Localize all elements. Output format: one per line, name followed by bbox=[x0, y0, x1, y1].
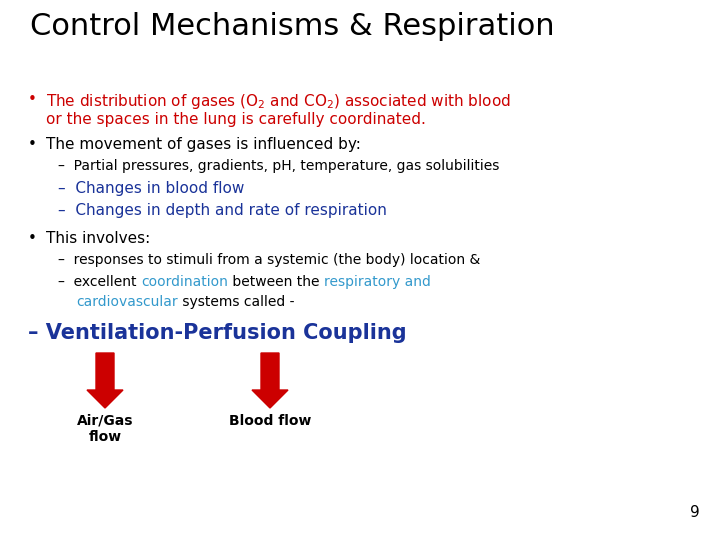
Text: or the spaces in the lung is carefully coordinated.: or the spaces in the lung is carefully c… bbox=[46, 112, 426, 127]
Text: flow: flow bbox=[89, 430, 122, 444]
Polygon shape bbox=[252, 353, 288, 408]
Text: –  Changes in blood flow: – Changes in blood flow bbox=[58, 181, 244, 196]
Text: –  Partial pressures, gradients, pH, temperature, gas solubilities: – Partial pressures, gradients, pH, temp… bbox=[58, 159, 500, 173]
Text: •: • bbox=[28, 137, 37, 152]
Text: This involves:: This involves: bbox=[46, 231, 150, 246]
Text: cardiovascular: cardiovascular bbox=[76, 295, 178, 309]
Text: The distribution of gases ($\mathregular{O_2}$ and $\mathregular{CO_2}$) associa: The distribution of gases ($\mathregular… bbox=[46, 92, 510, 111]
Polygon shape bbox=[87, 353, 123, 408]
Text: –  responses to stimuli from a systemic (the body) location &: – responses to stimuli from a systemic (… bbox=[58, 253, 480, 267]
Text: •: • bbox=[28, 231, 37, 246]
Text: Blood flow: Blood flow bbox=[229, 414, 311, 428]
Text: –  Changes in depth and rate of respiration: – Changes in depth and rate of respirati… bbox=[58, 203, 387, 218]
Text: –  excellent: – excellent bbox=[58, 275, 141, 289]
Text: Control Mechanisms & Respiration: Control Mechanisms & Respiration bbox=[30, 12, 554, 41]
Text: Air/Gas: Air/Gas bbox=[77, 414, 133, 428]
Text: respiratory and: respiratory and bbox=[323, 275, 431, 289]
Text: •: • bbox=[28, 92, 37, 107]
Text: systems called -: systems called - bbox=[178, 295, 294, 309]
Text: between the: between the bbox=[228, 275, 323, 289]
Text: coordination: coordination bbox=[141, 275, 228, 289]
Text: – Ventilation-Perfusion Coupling: – Ventilation-Perfusion Coupling bbox=[28, 323, 407, 343]
Text: 9: 9 bbox=[690, 505, 700, 520]
Text: The movement of gases is influenced by:: The movement of gases is influenced by: bbox=[46, 137, 361, 152]
